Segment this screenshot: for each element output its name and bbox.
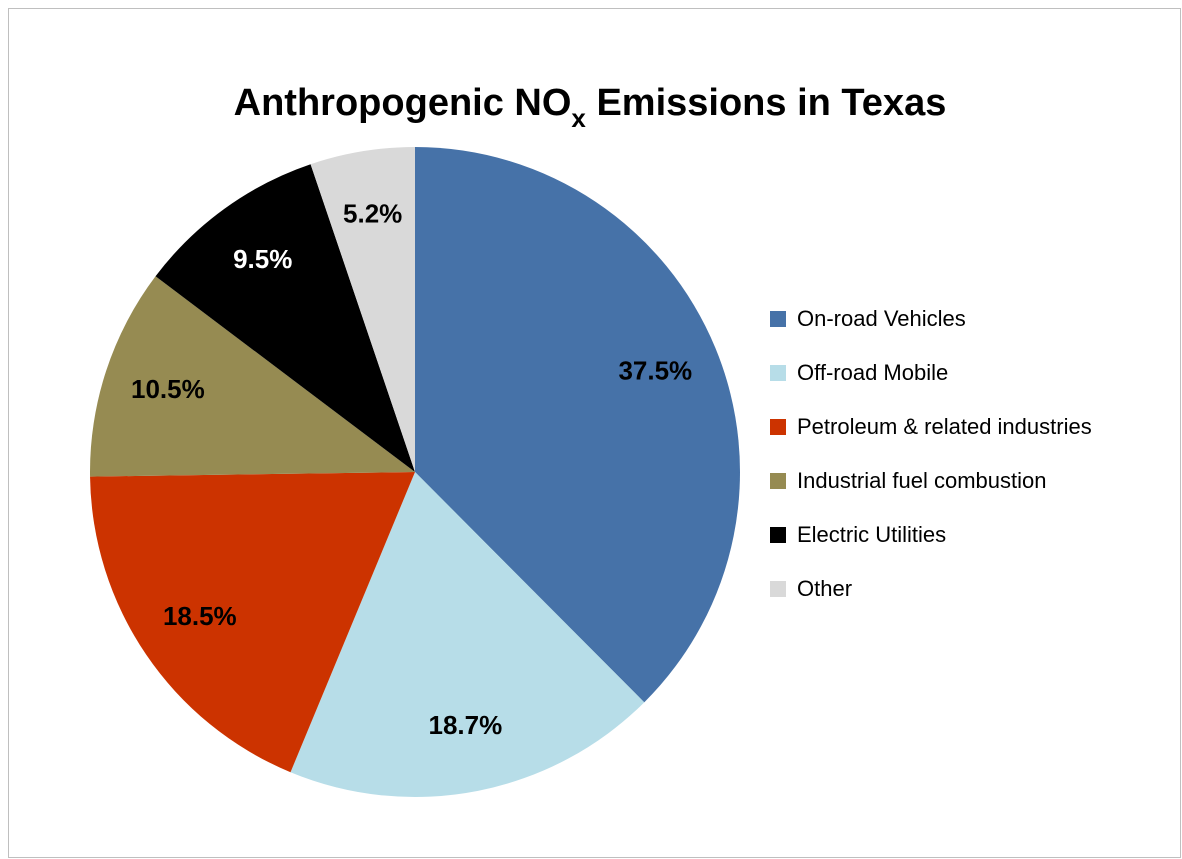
legend-swatch [770,311,786,327]
legend-label: Electric Utilities [797,522,946,547]
data-label: 5.2% [343,198,402,228]
legend-label: Petroleum & related industries [797,414,1092,439]
pie-slice [90,472,416,773]
pie-slice [290,472,645,797]
title-part: x [571,103,586,133]
legend-label: On-road Vehicles [797,306,966,331]
legend-swatch [770,419,786,435]
title-part: Emissions in Texas [586,82,946,124]
data-label: 10.5% [131,374,205,404]
legend-label: Other [797,576,852,601]
data-label: 37.5% [618,356,692,386]
pie-slice [310,147,415,472]
title-part: Anthropogenic NO [234,82,572,124]
legend-swatch [770,581,786,597]
legend-label: Off-road Mobile [797,360,948,385]
legend-swatch [770,365,786,381]
pie-slice [155,164,415,473]
data-label: 9.5% [233,244,292,274]
data-label: 18.7% [429,710,503,740]
data-label: 18.5% [163,601,237,631]
legend-swatch [770,527,786,543]
pie-slice [415,147,740,703]
chart-title: Anthropogenic NOx Emissions in Texas [234,82,947,133]
pie-slice [89,276,415,477]
legend-swatch [770,473,786,489]
legend-label: Industrial fuel combustion [797,468,1046,493]
